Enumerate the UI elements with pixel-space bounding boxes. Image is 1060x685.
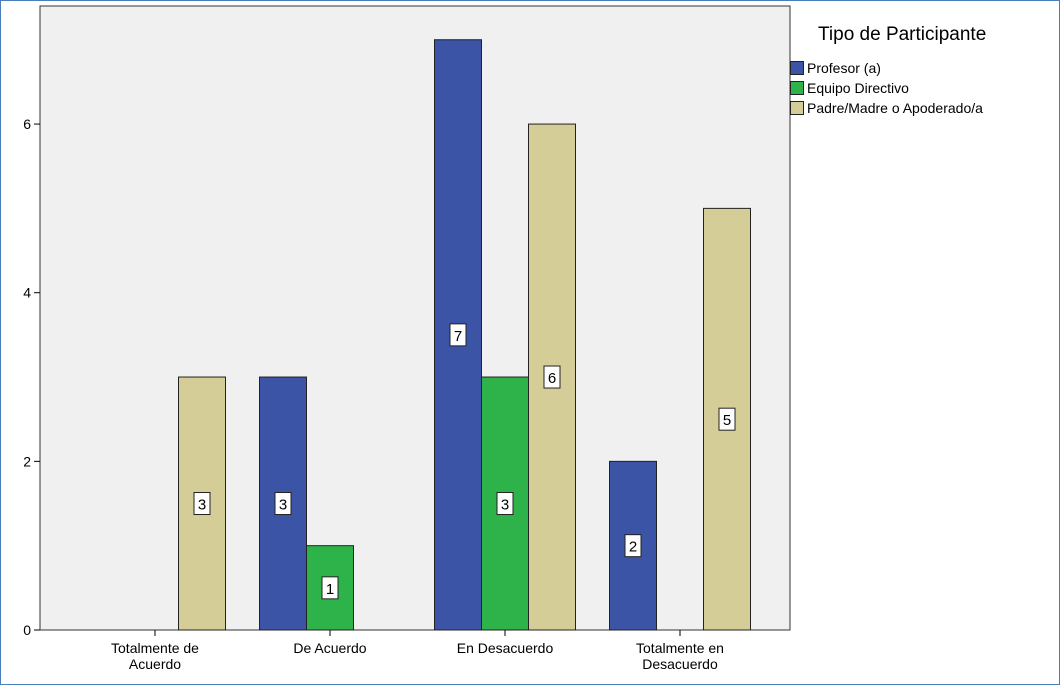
data-label: 2 (629, 539, 637, 556)
plot-area (39, 5, 791, 631)
data-label-box (193, 492, 211, 516)
y-tick-label: 4 (23, 285, 31, 301)
x-tick-label: Acuerdo (129, 656, 181, 672)
x-tick-label: Totalmente de (111, 640, 199, 656)
legend-swatch-padre-madre (790, 101, 804, 115)
y-tick-label: 2 (23, 453, 31, 469)
data-label-box (718, 407, 736, 431)
data-label: 3 (198, 497, 206, 514)
data-label-box (624, 534, 642, 558)
x-tick-label: Totalmente en (636, 640, 724, 656)
legend-swatch-profesor (790, 61, 804, 75)
data-label: 1 (326, 581, 334, 598)
legend-item-padre-madre: Padre/Madre o Apoderado/a (790, 98, 1058, 118)
data-label: 5 (723, 412, 731, 429)
y-tick-label: 6 (23, 116, 31, 132)
legend-item-equipo-directivo: Equipo Directivo (790, 78, 1058, 98)
data-label-box (496, 492, 514, 516)
data-label: 6 (548, 370, 556, 387)
data-label-box (274, 492, 292, 516)
x-tick-label: En Desacuerdo (457, 640, 554, 656)
x-tick-label: Desacuerdo (642, 656, 718, 672)
data-label: 7 (454, 328, 462, 345)
legend-item-profesor: Profesor (a) (790, 58, 1058, 78)
data-label: 3 (279, 497, 287, 514)
data-label-box (449, 323, 467, 347)
legend-label-equipo-directivo: Equipo Directivo (807, 80, 909, 96)
data-label: 3 (501, 497, 509, 514)
legend-title: Tipo de Participante (818, 24, 987, 45)
y-tick-label: 0 (23, 622, 31, 638)
legend-label-profesor: Profesor (a) (807, 60, 881, 76)
legend: Tipo de Participante Profesor (a) Equipo… (790, 24, 1058, 118)
legend-label-padre-madre: Padre/Madre o Apoderado/a (807, 100, 983, 116)
legend-swatch-equipo-directivo (790, 81, 804, 95)
x-tick-label: De Acuerdo (293, 640, 366, 656)
data-label-box (321, 576, 339, 600)
data-label-box (543, 365, 561, 389)
